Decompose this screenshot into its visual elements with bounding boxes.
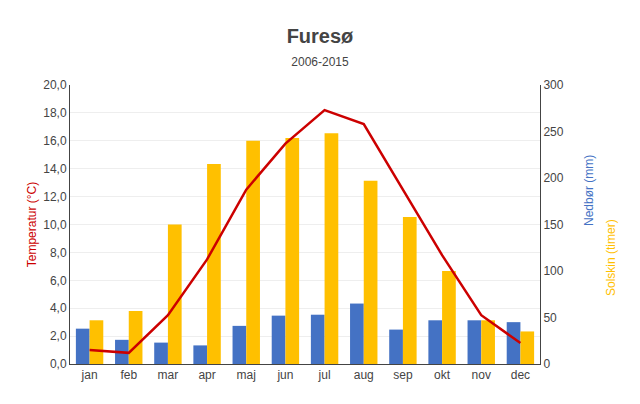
svg-text:nov: nov (472, 368, 491, 382)
svg-text:250: 250 (543, 125, 563, 139)
svg-text:14,0: 14,0 (43, 162, 67, 176)
svg-text:50: 50 (543, 311, 557, 325)
svg-text:2006-2015: 2006-2015 (291, 55, 349, 69)
svg-text:feb: feb (120, 368, 137, 382)
svg-text:150: 150 (543, 218, 563, 232)
svg-text:Furesø: Furesø (287, 25, 354, 47)
svg-text:100: 100 (543, 264, 563, 278)
svg-text:4,0: 4,0 (50, 301, 67, 315)
svg-text:dec: dec (511, 368, 530, 382)
svg-text:aug: aug (354, 368, 374, 382)
svg-text:18,0: 18,0 (43, 106, 67, 120)
svg-text:300: 300 (543, 78, 563, 92)
svg-text:Nedbør (mm): Nedbør (mm) (582, 155, 596, 226)
svg-text:12,0: 12,0 (43, 190, 67, 204)
svg-text:200: 200 (543, 171, 563, 185)
svg-text:sep: sep (393, 368, 413, 382)
svg-text:2,0: 2,0 (50, 329, 67, 343)
svg-text:Temperatur (°C): Temperatur (°C) (25, 182, 39, 267)
svg-text:16,0: 16,0 (43, 134, 67, 148)
svg-text:0: 0 (543, 357, 550, 371)
svg-text:okt: okt (434, 368, 451, 382)
svg-text:jan: jan (81, 368, 98, 382)
svg-text:maj: maj (237, 368, 256, 382)
svg-text:10,0: 10,0 (43, 218, 67, 232)
svg-text:0,0: 0,0 (50, 357, 67, 371)
svg-text:jun: jun (276, 368, 293, 382)
svg-text:6,0: 6,0 (50, 274, 67, 288)
svg-text:mar: mar (158, 368, 179, 382)
svg-text:jul: jul (318, 368, 331, 382)
svg-text:Solskin (timer): Solskin (timer) (604, 219, 618, 296)
svg-text:8,0: 8,0 (50, 246, 67, 260)
svg-text:20,0: 20,0 (43, 78, 67, 92)
svg-text:apr: apr (198, 368, 215, 382)
